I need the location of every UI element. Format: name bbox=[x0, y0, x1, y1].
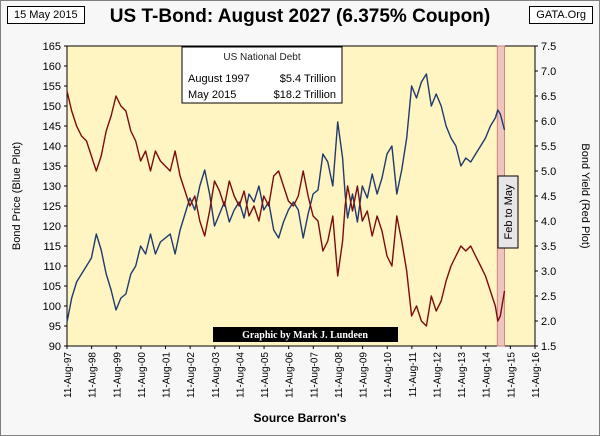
x-tick-label: 11-Aug-07 bbox=[309, 352, 320, 398]
y-right-tick-label: 5.0 bbox=[541, 166, 556, 178]
y-left-tick-label: 125 bbox=[43, 201, 61, 213]
source-label: Source Barron's bbox=[253, 411, 347, 425]
y-left-tick-label: 105 bbox=[43, 281, 61, 293]
y-right-tick-label: 7.0 bbox=[541, 66, 556, 78]
debt-row-2-value: $18.2 Trillion bbox=[274, 89, 336, 101]
y-left-tick-label: 90 bbox=[49, 341, 61, 353]
bond-price-line bbox=[66, 73, 506, 323]
chart-title: US T-Bond: August 2027 (6.375% Coupon) bbox=[109, 6, 491, 27]
highlight-label: Feb to May bbox=[503, 184, 515, 240]
y-left-tick-label: 110 bbox=[43, 261, 61, 273]
y-right-tick-label: 7.5 bbox=[541, 41, 556, 53]
x-tick-label: 11-Aug-04 bbox=[235, 352, 246, 398]
credit-box: Graphic by Mark J. Lundeen bbox=[213, 327, 398, 342]
bond-yield-line bbox=[66, 90, 506, 327]
x-tick-label: 11-Aug-02 bbox=[186, 352, 197, 398]
y-left-tick-label: 120 bbox=[43, 221, 61, 233]
debt-row-1-label: August 1997 bbox=[188, 73, 250, 85]
x-tick-label: 11-Aug-14 bbox=[482, 352, 493, 398]
x-tick-label: 11-Aug-16 bbox=[531, 352, 542, 398]
x-tick-label: 11-Aug-09 bbox=[359, 352, 370, 398]
y-right-tick-label: 4.0 bbox=[541, 216, 556, 228]
y-left-tick-label: 160 bbox=[43, 61, 61, 73]
x-tick-label: 11-Aug-13 bbox=[457, 352, 468, 398]
x-tick-label: 11-Aug-97 bbox=[63, 352, 74, 398]
credit-text: Graphic by Mark J. Lundeen bbox=[242, 330, 368, 341]
y-left-tick-label: 165 bbox=[43, 41, 61, 53]
x-tick-label: 11-Aug-01 bbox=[162, 352, 173, 398]
x-tick-label: 11-Aug-00 bbox=[137, 352, 148, 398]
y-left-tick-label: 130 bbox=[43, 181, 61, 193]
y-left-tick-label: 145 bbox=[43, 121, 61, 133]
x-tick-label: 11-Aug-06 bbox=[285, 352, 296, 398]
debt-row-1-value: $5.4 Trillion bbox=[280, 73, 336, 85]
y-left-tick-label: 140 bbox=[43, 141, 61, 153]
y-right-tick-label: 6.5 bbox=[541, 91, 556, 103]
x-tick-label: 11-Aug-03 bbox=[211, 352, 222, 398]
y-right-tick-label: 2.5 bbox=[541, 291, 556, 303]
y-right-tick-label: 3.0 bbox=[541, 266, 556, 278]
y-right-tick-label: 3.5 bbox=[541, 241, 556, 253]
y-right-tick-label: 6.0 bbox=[541, 116, 556, 128]
x-tick-label: 11-Aug-98 bbox=[88, 352, 99, 398]
y-left-tick-label: 155 bbox=[43, 81, 61, 93]
x-tick-label: 11-Aug-99 bbox=[112, 352, 123, 398]
y-left-tick-label: 115 bbox=[43, 241, 61, 253]
y-axis-left-title: Bond Price (Blue Plot) bbox=[11, 142, 23, 250]
y-right-tick-label: 4.5 bbox=[541, 191, 556, 203]
y-left-tick-label: 135 bbox=[43, 161, 61, 173]
date-label: 15 May 2015 bbox=[7, 6, 85, 24]
y-right-tick-label: 2.0 bbox=[541, 316, 556, 328]
debt-box: US National Debt August 1997 $5.4 Trilli… bbox=[181, 46, 343, 104]
y-axis-right-title: Bond Yield (Red Plot) bbox=[579, 143, 591, 248]
x-tick-label: 11-Aug-10 bbox=[383, 352, 394, 398]
highlight-label-box: Feb to May bbox=[497, 175, 519, 249]
y-right-tick-label: 1.5 bbox=[541, 341, 556, 353]
y-left-tick-label: 95 bbox=[49, 321, 61, 333]
x-tick-label: 11-Aug-08 bbox=[334, 352, 345, 398]
x-tick-label: 11-Aug-15 bbox=[506, 352, 517, 398]
x-tick-label: 11-Aug-05 bbox=[260, 352, 271, 398]
y-left-tick-label: 150 bbox=[43, 101, 61, 113]
debt-row-2-label: May 2015 bbox=[188, 89, 236, 101]
x-tick-label: 11-Aug-12 bbox=[432, 352, 443, 398]
y-left-tick-label: 100 bbox=[43, 301, 61, 313]
y-right-tick-label: 5.5 bbox=[541, 141, 556, 153]
x-tick-label: 11-Aug-11 bbox=[408, 352, 419, 398]
site-label: GATA.Org bbox=[529, 6, 593, 24]
debt-box-title: US National Debt bbox=[223, 52, 300, 63]
